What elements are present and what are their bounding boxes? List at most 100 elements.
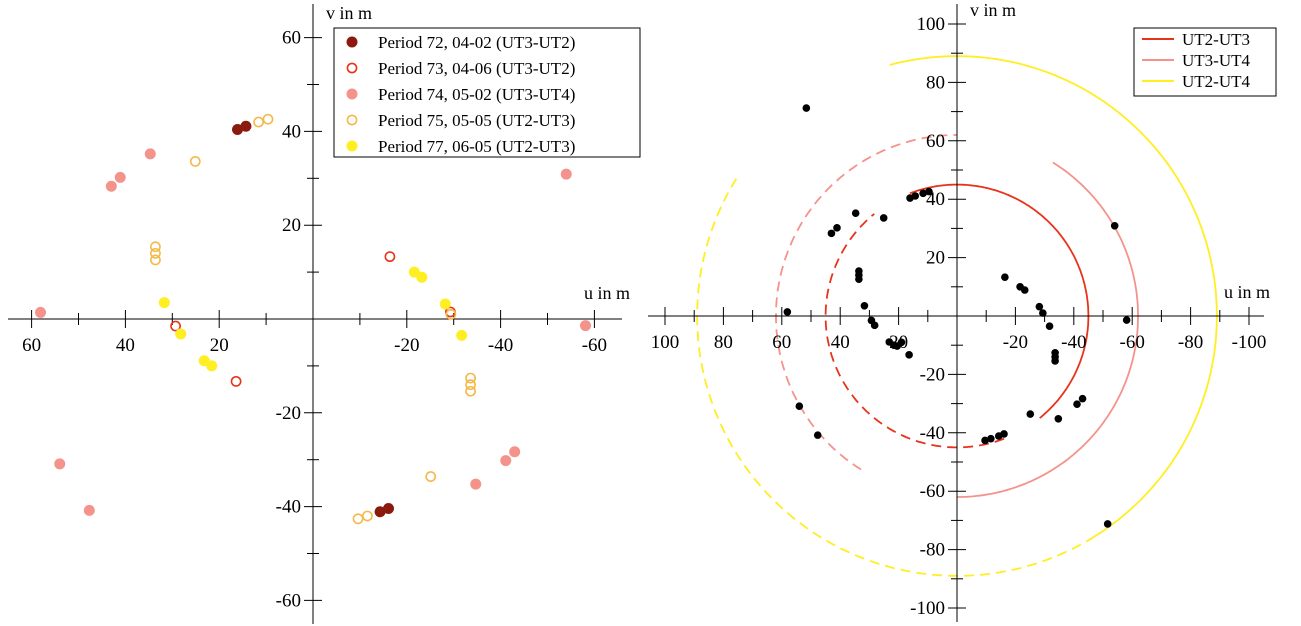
left-y-tick-label: -60 xyxy=(276,590,301,611)
left-x-tick-label: 20 xyxy=(210,335,229,356)
observed-point xyxy=(867,316,876,325)
observed-point xyxy=(911,192,920,200)
left-data-points xyxy=(35,113,591,525)
left-tick-labels: 60 40 20 -20 -40 -60 60 40 20 -20 -40 -60 xyxy=(22,28,607,612)
observed-point xyxy=(919,189,927,198)
data-point-series-1 xyxy=(170,320,181,332)
observed-point xyxy=(802,104,811,112)
observed-point xyxy=(1045,322,1054,331)
data-point-series-1 xyxy=(230,375,242,387)
data-point-series-2 xyxy=(35,306,47,318)
right-observed-points xyxy=(783,104,1131,528)
data-point-series-4 xyxy=(175,328,187,340)
right-baseline-arcs xyxy=(696,55,1218,577)
data-point-series-4 xyxy=(206,360,218,372)
right-x-axis-label: u in m xyxy=(1224,282,1270,302)
right-y-tick-label: -40 xyxy=(920,423,945,444)
left-x-axis-label: u in m xyxy=(584,283,630,303)
observed-point xyxy=(1054,414,1063,423)
observed-point xyxy=(833,224,841,232)
left-y-tick-label: 40 xyxy=(282,121,301,142)
right-x-tick-label: -80 xyxy=(1178,332,1203,353)
observed-point xyxy=(1110,221,1119,230)
data-point-series-4 xyxy=(439,298,451,310)
legend-entry-period-72: Period 72, 04-02 (UT3-UT2) xyxy=(378,33,575,52)
right-baseline-tracks-chart: 10080604020-20-40-60-80-10010080604020-2… xyxy=(648,0,1277,622)
observed-point xyxy=(1026,410,1035,418)
data-point-series-3 xyxy=(352,513,364,525)
observed-point xyxy=(905,351,913,359)
data-point-series-3 xyxy=(465,385,476,397)
right-legend-lines xyxy=(1142,38,1174,82)
track-dashed-series-2 xyxy=(696,177,1096,577)
left-legend-markers xyxy=(346,36,358,152)
data-point-series-2 xyxy=(83,504,95,516)
legend-entry-ut2-ut3: UT2-UT3 xyxy=(1182,30,1250,49)
data-point-series-0 xyxy=(240,120,252,132)
legend-entry-period-77: Period 77, 06-05 (UT2-UT3) xyxy=(378,137,575,156)
right-x-tick-label: -40 xyxy=(1061,332,1086,353)
left-x-tick-label: -40 xyxy=(488,335,513,356)
observed-point xyxy=(1122,316,1131,324)
legend-entry-ut2-ut4: UT2-UT4 xyxy=(1182,72,1250,91)
legend-marker-series-4 xyxy=(346,140,358,152)
observed-point xyxy=(1000,430,1008,438)
data-point-series-4 xyxy=(456,329,468,341)
left-y-tick-label: -20 xyxy=(276,403,301,424)
left-x-tick-label: -20 xyxy=(394,335,419,356)
observed-point xyxy=(827,229,836,238)
left-y-axis-label: v in m xyxy=(326,3,372,23)
observed-point xyxy=(855,275,863,284)
right-y-tick-label: -20 xyxy=(920,364,945,385)
data-point-series-3 xyxy=(150,247,161,259)
observed-point xyxy=(783,308,792,316)
observed-point xyxy=(987,434,995,443)
data-point-series-0 xyxy=(383,502,395,514)
observed-point xyxy=(1073,400,1081,408)
observed-point xyxy=(981,436,989,445)
data-point-series-0 xyxy=(231,124,243,136)
right-y-axis-label: v in m xyxy=(970,0,1016,20)
right-y-tick-label: -80 xyxy=(920,540,945,561)
observed-point xyxy=(1051,348,1059,357)
legend-entry-period-73: Period 73, 04-06 (UT3-UT2) xyxy=(378,59,575,78)
left-x-tick-label: 40 xyxy=(116,335,135,356)
data-point-series-4 xyxy=(416,271,428,283)
observed-point xyxy=(893,342,901,350)
right-y-tick-label: 80 xyxy=(926,72,945,93)
data-point-series-3 xyxy=(465,379,476,391)
right-x-tick-label: 60 xyxy=(772,332,791,353)
data-point-series-3 xyxy=(445,308,457,320)
observed-point xyxy=(1078,394,1087,403)
observed-point xyxy=(1035,302,1044,311)
track-solid-series-2 xyxy=(889,55,1218,538)
right-x-tick-label: -60 xyxy=(1120,332,1145,353)
right-tick-labels: 10080604020-20-40-60-80-10010080604020-2… xyxy=(651,14,1267,619)
data-point-series-2 xyxy=(144,148,156,160)
data-point-series-3 xyxy=(150,254,161,266)
data-point-series-2 xyxy=(114,171,126,183)
observed-point xyxy=(879,214,888,222)
data-point-series-2 xyxy=(560,168,572,180)
legend-marker-series-1 xyxy=(346,62,358,74)
observed-point xyxy=(925,187,933,196)
track-dashed-series-1 xyxy=(775,134,957,471)
right-x-tick-label: -100 xyxy=(1232,332,1267,353)
left-axes xyxy=(8,4,622,624)
data-point-series-2 xyxy=(509,446,521,458)
legend-marker-series-2 xyxy=(346,88,358,100)
data-point-series-3 xyxy=(362,510,373,522)
right-y-tick-label: -100 xyxy=(910,598,945,619)
right-axes xyxy=(648,4,1264,622)
observed-point xyxy=(1001,273,1009,281)
track-solid-series-0 xyxy=(909,183,1090,419)
left-y-tick-label: 60 xyxy=(282,28,301,49)
data-point-series-3 xyxy=(150,241,161,253)
right-legend: UT2-UT3 UT3-UT4 UT2-UT4 xyxy=(1133,27,1277,97)
track-solid-series-1 xyxy=(957,161,1139,498)
observed-point xyxy=(1103,520,1112,528)
left-x-tick-label: -60 xyxy=(582,335,607,356)
left-y-tick-label: -40 xyxy=(276,497,301,518)
observed-point xyxy=(795,402,804,411)
